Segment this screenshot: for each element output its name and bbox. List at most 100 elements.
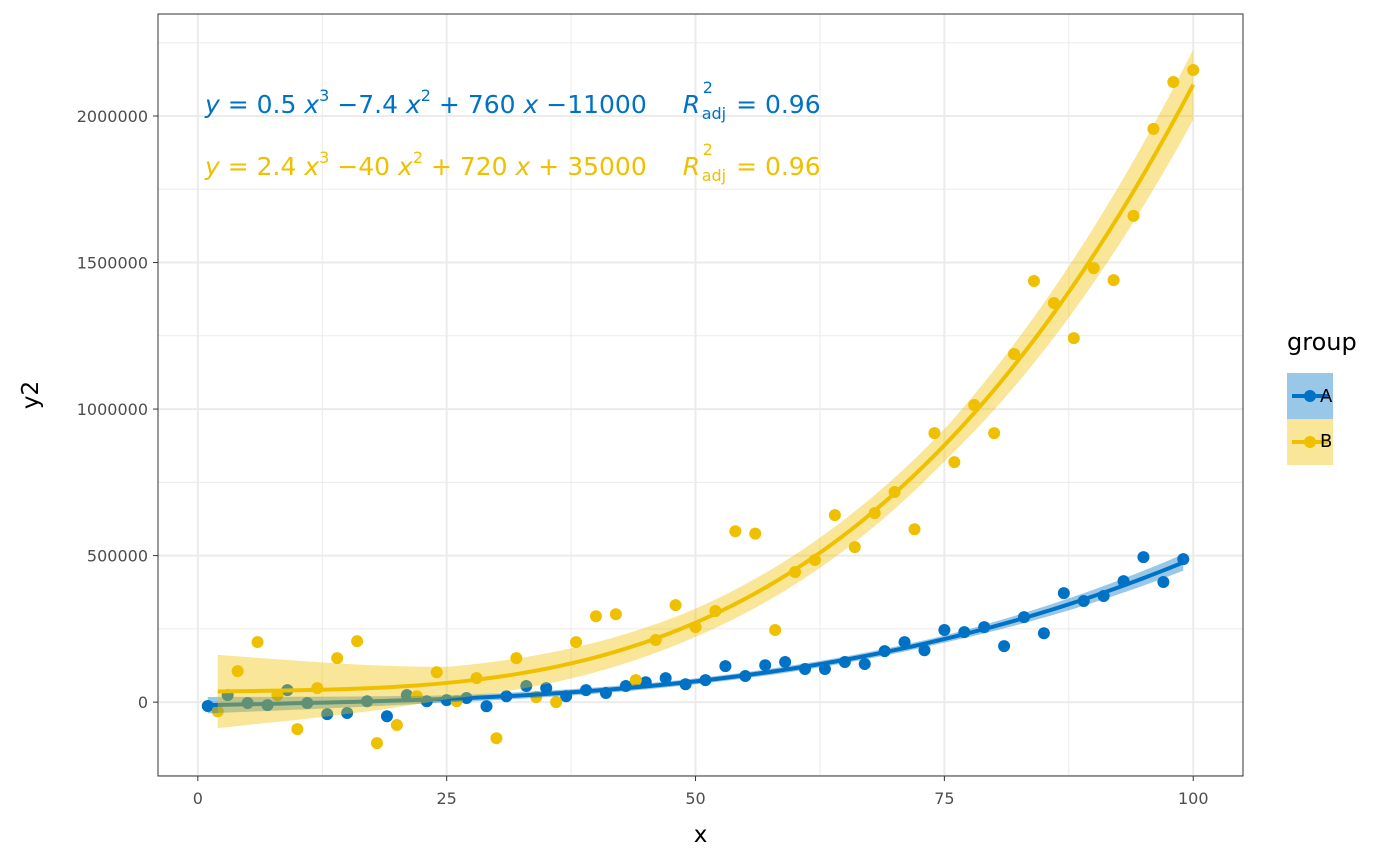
y-axis-title: y2 — [18, 381, 44, 409]
eq-c3: 0.5 — [256, 90, 297, 119]
data-point-b — [669, 599, 682, 612]
data-point-b — [1167, 75, 1180, 88]
data-point-b — [928, 427, 941, 440]
r-sub: adj — [701, 166, 727, 185]
r2-adj-b: R 2 adj = 0.96 — [682, 140, 821, 185]
data-point-b — [331, 652, 344, 665]
plot-border — [157, 13, 1244, 777]
eq-x2: x — [405, 90, 421, 119]
data-point-b — [629, 674, 642, 687]
legend-label-b: B — [1320, 431, 1333, 452]
eq-exp2: 2 — [420, 86, 431, 105]
data-point-a — [341, 706, 354, 719]
x-tick-label: 100 — [1178, 789, 1209, 808]
fit-line-b — [217, 83, 1195, 694]
eq-c2: −7.4 — [337, 90, 399, 119]
data-point-a — [380, 710, 393, 723]
eq-c0: −11000 — [546, 90, 647, 119]
eq-c0: + 35000 — [538, 152, 647, 181]
x-axis-title: x — [694, 822, 708, 848]
data-point-a — [659, 672, 672, 685]
r-var: R — [682, 152, 701, 181]
data-point-a — [938, 624, 951, 637]
x-tick-label: 50 — [685, 789, 705, 808]
data-point-b — [1067, 332, 1080, 345]
data-point-b — [211, 705, 224, 718]
data-point-a — [998, 640, 1011, 653]
legend-title: group — [1287, 328, 1357, 356]
data-point-a — [1057, 587, 1070, 600]
data-point-b — [430, 666, 443, 679]
data-point-b — [1187, 63, 1200, 76]
data-point-a — [1137, 551, 1150, 564]
y-tick-label: 1000000 — [77, 400, 148, 419]
data-point-a — [520, 680, 533, 693]
data-point-b — [769, 624, 782, 637]
data-point-b — [570, 636, 583, 649]
data-point-a — [540, 682, 553, 695]
data-point-b — [490, 732, 503, 745]
data-point-b — [370, 737, 383, 750]
y-tick-label: 500000 — [87, 547, 148, 566]
data-point-a — [818, 663, 831, 676]
eq-exp3: 3 — [319, 148, 330, 167]
data-point-b — [1107, 274, 1120, 287]
confidence-band-b — [217, 49, 1194, 729]
data-point-a — [1157, 575, 1170, 588]
eq-x1: x — [523, 90, 539, 119]
r-exp: 2 — [702, 78, 713, 97]
data-point-b — [589, 610, 602, 623]
data-point-b — [1087, 262, 1100, 275]
y-tick-label: 0 — [138, 693, 148, 712]
eq-y: y — [205, 152, 220, 181]
data-point-b — [729, 525, 742, 538]
data-point-b — [510, 652, 523, 665]
data-point-b — [988, 427, 1001, 440]
r2-value: = 0.96 — [736, 152, 821, 181]
equation-label-b: y = 2.4 x3 −40 x2 + 720 x + 35000 R 2 adj =… — [205, 140, 821, 185]
x-tick-label: 0 — [193, 789, 203, 808]
data-point-a — [1037, 627, 1050, 640]
legend-point-b — [1304, 436, 1316, 448]
r2-adj-a: R 2 adj = 0.96 — [682, 78, 821, 123]
data-point-a — [779, 655, 792, 668]
data-point-b — [828, 509, 841, 522]
fit-line-a — [207, 560, 1185, 708]
eq-sign: = — [227, 90, 249, 119]
legend-point-a — [1304, 390, 1316, 402]
eq-x1: x — [515, 152, 531, 181]
eq-sign: = — [227, 152, 249, 181]
data-point-a — [480, 700, 493, 713]
data-point-a — [858, 658, 871, 671]
eq-x3: x — [304, 90, 320, 119]
data-point-b — [550, 696, 563, 709]
data-point-b — [1127, 209, 1140, 222]
eq-c1: + 760 — [438, 90, 516, 119]
r2-value: = 0.96 — [736, 90, 821, 119]
eq-x2: x — [398, 152, 413, 181]
data-point-b — [1147, 122, 1160, 135]
data-point-b — [609, 608, 622, 621]
data-point-a — [400, 689, 413, 702]
eq-c3: 2.4 — [256, 152, 297, 181]
data-point-b — [351, 635, 364, 648]
eq-x3: x — [304, 152, 320, 181]
r-var: R — [682, 90, 701, 119]
equation-label-a: y = 0.5 x3 −7.4 x2 + 760 x −11000 R 2 adj =… — [205, 78, 821, 123]
data-point-b — [291, 723, 304, 736]
data-point-b — [749, 527, 762, 540]
legend-label-a: A — [1320, 386, 1333, 407]
data-point-b — [948, 456, 961, 469]
y-tick-label: 2000000 — [77, 107, 148, 126]
eq-exp3: 3 — [319, 86, 330, 105]
data-point-b — [1008, 347, 1021, 360]
data-point-b — [1027, 274, 1040, 287]
data-point-a — [719, 660, 732, 673]
x-tick-label: 75 — [934, 789, 954, 808]
eq-c2: −40 — [337, 152, 391, 181]
data-point-a — [918, 644, 931, 657]
plot-panel — [158, 14, 1243, 776]
data-point-b — [908, 523, 921, 536]
